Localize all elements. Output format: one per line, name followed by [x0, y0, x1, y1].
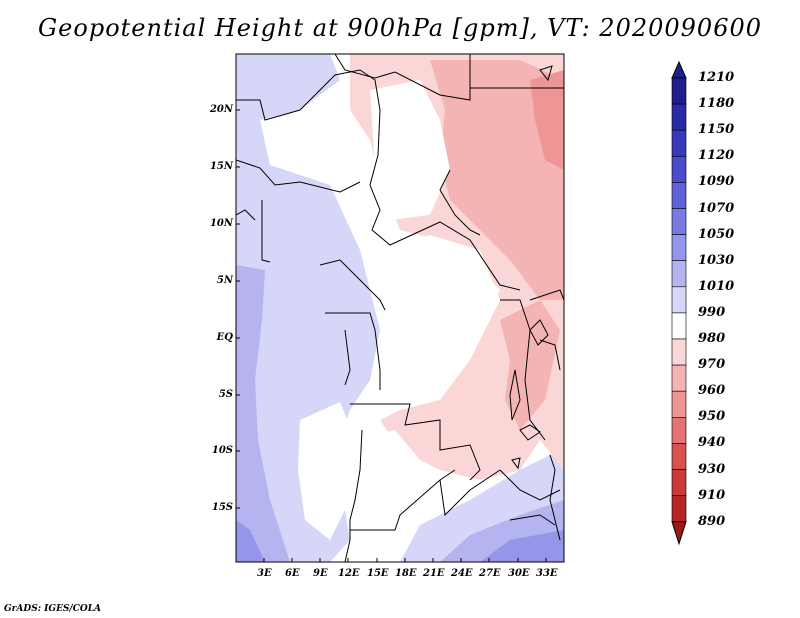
color-bar-level-label: 890: [698, 513, 726, 529]
color-bar-level-label: 1070: [698, 200, 735, 216]
lon-label: 15E: [367, 568, 389, 579]
color-bar-segment: [671, 260, 687, 288]
color-bar-level-label: 1010: [698, 278, 735, 294]
contour-990-north: [370, 80, 450, 220]
color-bar-segment: [671, 182, 687, 209]
color-bar-level-label: 940: [698, 435, 726, 451]
color-bar-segment: [671, 443, 687, 470]
color-bar-segment: [671, 312, 687, 340]
contour-1050-se: [480, 530, 564, 562]
contour-990-south2: [350, 430, 430, 540]
color-bar-level-label: 1150: [698, 122, 735, 138]
color-bar-segment: [671, 469, 687, 496]
contour-960: [530, 70, 564, 170]
color-bar-level-label: 930: [698, 461, 726, 477]
lat-label: 5S: [218, 389, 233, 400]
color-bar-level-label: 960: [698, 383, 726, 399]
lat-label: 5N: [216, 275, 233, 286]
contour-990-centre: [375, 235, 500, 410]
color-bar-max-arrow: [671, 60, 687, 79]
country-borders: [236, 54, 564, 562]
contour-970-lake: [500, 300, 560, 430]
color-bar-level-label: 990: [698, 304, 726, 320]
color-bar-level-label: 1120: [698, 148, 735, 164]
lat-label: 10S: [211, 445, 233, 456]
lat-label: 15S: [211, 502, 233, 513]
color-bar-level-label: 1210: [698, 70, 735, 85]
color-bar-level-label: 1050: [698, 226, 735, 242]
contour-990-south: [298, 402, 355, 540]
lon-label: 9E: [313, 568, 328, 579]
color-bar-level-label: 1180: [698, 96, 735, 112]
color-bar-level-label: 910: [698, 487, 726, 503]
color-bar-segment: [671, 364, 687, 392]
lon-label: 6E: [285, 568, 300, 579]
lat-label: 20N: [209, 104, 233, 115]
color-bar-segment: [671, 129, 687, 157]
lat-label: 15N: [209, 161, 233, 172]
map-frame: [235, 53, 565, 563]
color-bar-segment: [671, 338, 687, 366]
credit-text: GrADS: IGES/COLA: [4, 604, 102, 614]
color-bar-level-label: 950: [698, 409, 726, 425]
contour-1010-nw: [236, 54, 300, 90]
color-bar-segment: [671, 208, 687, 235]
color-bar-level-label: 970: [698, 357, 726, 373]
color-bar-segment: [671, 495, 687, 523]
color-bar-segment: [671, 234, 687, 262]
lat-label: 10N: [209, 218, 233, 229]
contour-970: [430, 60, 564, 300]
contour-1030: [236, 265, 290, 562]
contour-1050: [236, 520, 265, 562]
lon-label: 18E: [395, 568, 417, 579]
color-bar-level-label: 1030: [698, 252, 735, 268]
color-bar-segment: [671, 416, 687, 444]
lon-label: 24E: [451, 568, 473, 579]
lon-label: 21E: [423, 568, 445, 579]
color-bar-segment: [671, 390, 687, 418]
chart-title: Geopotential Height at 900hPa [gpm], VT:…: [38, 14, 762, 42]
color-bar-level-label: 1090: [698, 174, 735, 190]
color-bar-segment: [671, 103, 687, 131]
lon-label: 30E: [508, 568, 530, 579]
lon-label: 27E: [479, 568, 501, 579]
axis-ticks: [236, 109, 547, 562]
color-bar-segment: [671, 286, 687, 314]
color-bar-level-label: 980: [698, 331, 726, 346]
lon-label: 33E: [536, 568, 558, 579]
color-bar-segment: [671, 77, 687, 105]
lon-label: 12E: [338, 568, 360, 579]
color-bar-min-arrow: [671, 521, 687, 546]
lon-label: 3E: [257, 568, 272, 579]
height-field: [236, 54, 564, 562]
lakes: [509, 65, 553, 470]
color-bar-segment: [671, 156, 687, 183]
lat-label: EQ: [216, 332, 233, 343]
